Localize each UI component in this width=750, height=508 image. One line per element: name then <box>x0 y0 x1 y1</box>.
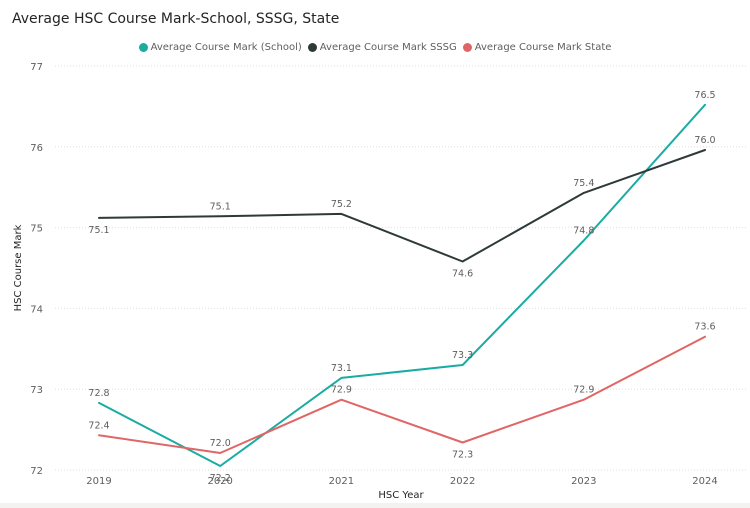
legend-dot-state <box>462 42 472 52</box>
y-tick-label: 73 <box>30 385 43 396</box>
bottom-divider <box>0 503 750 508</box>
data-label: 75.1 <box>88 225 109 236</box>
legend-label-state: Average Course Mark State <box>474 41 612 53</box>
data-label: 72.2 <box>210 473 231 484</box>
data-label: 72.9 <box>573 385 594 396</box>
legend-dot-sssg <box>307 42 317 52</box>
legend-item-school[interactable]: Average Course Mark (School) <box>138 41 302 53</box>
chart-legend: Average Course Mark (School) Average Cou… <box>0 39 750 55</box>
y-axis-title: HSC Course Mark <box>13 224 24 311</box>
series-line-2 <box>98 335 706 454</box>
data-label: 72.3 <box>452 450 473 461</box>
data-label: 76.5 <box>694 90 715 101</box>
data-label: 73.3 <box>452 350 473 361</box>
data-label: 75.2 <box>331 199 352 210</box>
y-tick-label: 75 <box>30 224 43 235</box>
x-tick-label: 2020 <box>207 476 232 487</box>
x-tick-label: 2024 <box>692 476 717 487</box>
data-label: 72.0 <box>210 438 231 449</box>
data-label: 75.4 <box>573 178 594 189</box>
y-tick-label: 76 <box>30 143 43 154</box>
y-tick-label: 72 <box>30 466 43 477</box>
data-label: 73.6 <box>694 322 715 333</box>
x-tick-label: 2019 <box>86 476 111 487</box>
data-label: 75.1 <box>210 201 231 212</box>
x-tick-label: 2021 <box>329 476 354 487</box>
data-label: 74.6 <box>452 269 473 280</box>
data-label: 76.0 <box>694 135 715 146</box>
series-line-0 <box>98 103 706 467</box>
chart-title: Average HSC Course Mark-School, SSSG, St… <box>12 11 340 27</box>
data-label: 72.4 <box>88 420 109 431</box>
data-label: 74.8 <box>573 226 594 237</box>
legend-item-sssg[interactable]: Average Course Mark SSSG <box>307 41 457 53</box>
x-axis-title: HSC Year <box>378 490 424 501</box>
legend-dot-school <box>138 42 148 52</box>
legend-label-school: Average Course Mark (School) <box>150 41 302 53</box>
legend-item-state[interactable]: Average Course Mark State <box>462 41 612 53</box>
y-tick-label: 77 <box>30 62 43 73</box>
x-tick-label: 2022 <box>450 476 475 487</box>
y-tick-label: 74 <box>30 304 43 315</box>
series-line-1 <box>98 149 706 263</box>
data-label: 73.1 <box>331 363 352 374</box>
data-label: 72.8 <box>88 388 109 399</box>
x-tick-label: 2023 <box>571 476 596 487</box>
legend-label-sssg: Average Course Mark SSSG <box>319 41 457 53</box>
data-label: 72.9 <box>331 385 352 396</box>
